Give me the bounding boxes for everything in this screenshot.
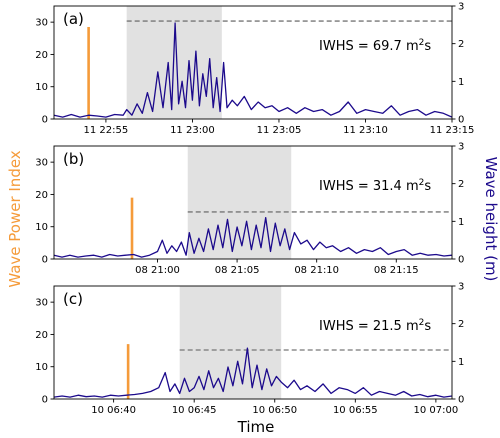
iwhs-annotation: IWHS = 69.7 m2s [319,38,431,54]
x-tick-label: 10 06:40 [91,405,136,416]
wave-height-line [53,347,453,398]
x-tick-label: 11 23:15 [430,125,475,136]
y-right-tick-label: 3 [458,2,464,13]
x-tick-label: 11 23:00 [170,125,215,136]
x-tick-label: 08 21:10 [294,265,339,276]
y-left-tick-label: 30 [35,158,48,169]
iwhs-annotation: IWHS = 21.5 m2s [319,318,431,334]
y-left-tick-label: 10 [35,82,48,93]
y-left-tick-label: 10 [35,222,48,233]
y-right-tick-label: 1 [458,357,464,368]
y-left-tick-label: 20 [35,50,48,61]
x-tick-label: 10 06:55 [333,405,378,416]
wave-height-line [53,22,453,118]
y-left-tick-label: 30 [35,18,48,29]
y-right-axis-label: Wave height (m) [482,157,500,282]
x-tick-label: 11 22:55 [84,125,129,136]
plot-frame [53,5,453,120]
y-right-tick-label: 3 [458,282,464,293]
panel-label: (a) [63,10,84,28]
wave-power-index-bar [130,197,134,259]
x-tick-label: 11 23:10 [343,125,388,136]
x-tick-label: 10 06:45 [172,405,217,416]
shaded-region [179,286,282,399]
x-tick-label: 08 21:05 [215,265,260,276]
plot-frame [53,285,453,400]
wave-power-index-bar [126,344,130,399]
panel-2: 0 10 20 30 0 1 2 3 08 21:00 08 21:05 08 21:10 08 21… [35,142,464,277]
panel-1: 0 10 20 30 0 1 2 3 11 22:55 11 23:00 11 23:05 11 23… [35,2,474,137]
y-left-tick-label: 10 [35,362,48,373]
y-right-tick-label: 0 [458,115,464,126]
y-right-tick-label: 3 [458,142,464,153]
y-left-tick-label: 20 [35,190,48,201]
panel-label: (b) [63,150,84,168]
y-right-tick-label: 2 [458,179,464,190]
y-right-tick-label: 2 [458,39,464,50]
plot-frame [53,145,453,260]
y-left-axis-label: Wave Power Index [6,150,24,287]
y-left-tick-label: 30 [35,298,48,309]
y-right-tick-label: 0 [458,255,464,266]
x-tick-label: 10 07:00 [414,405,459,416]
wave-height-line [53,216,453,258]
y-right-tick-label: 1 [458,217,464,228]
x-tick-label: 08 21:15 [374,265,419,276]
y-left-tick-label: 0 [42,255,48,266]
y-left-tick-label: 0 [42,115,48,126]
shaded-region [126,6,222,119]
y-right-tick-label: 0 [458,395,464,406]
panel-3: 0 10 20 30 0 1 2 3 10 06:40 10 06:45 10 06:50 10 06… [35,282,464,417]
wave-power-index-bar [87,26,90,119]
x-tick-label: 11 23:05 [257,125,302,136]
y-right-tick-label: 2 [458,319,464,330]
y-left-tick-label: 0 [42,395,48,406]
shaded-region [187,146,292,259]
x-tick-label: 10 06:50 [252,405,297,416]
y-left-tick-label: 20 [35,330,48,341]
y-right-tick-label: 1 [458,77,464,88]
x-axis-label: Time [237,418,275,436]
panel-label: (c) [63,290,83,308]
x-tick-label: 08 21:00 [135,265,180,276]
iwhs-annotation: IWHS = 31.4 m2s [319,178,431,194]
